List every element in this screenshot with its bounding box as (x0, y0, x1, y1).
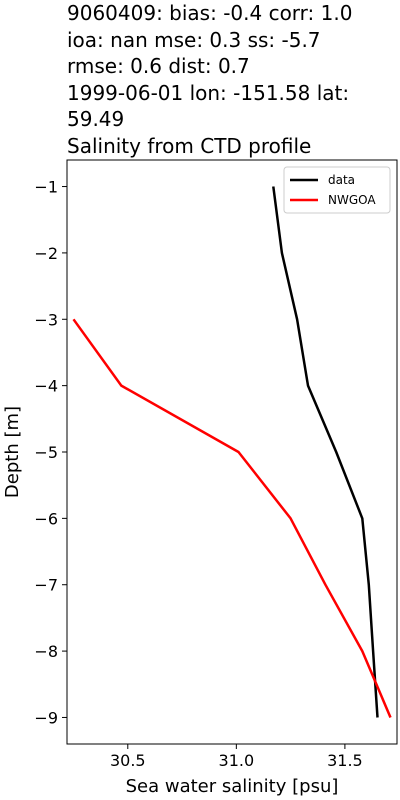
y-tick-label: −3 (34, 310, 58, 329)
title-line-6: Salinity from CTD profile (67, 133, 312, 158)
title-line-1: 9060409: bias: -0.4 corr: 1.0 (67, 1, 353, 25)
title-line-3: rmse: 0.6 dist: 0.7 (67, 54, 250, 78)
plot-layer (72, 186, 392, 718)
x-tick-label: 31.0 (219, 751, 255, 770)
series-line-data (272, 186, 379, 718)
y-axis-label: Depth [m] (2, 406, 23, 498)
title-line-4: 1999-06-01 lon: -151.58 lat: (67, 80, 350, 105)
y-tick-label: −6 (34, 509, 58, 528)
legend-label-data: data (328, 173, 355, 187)
legend-box (283, 166, 391, 214)
y-tick-label: −4 (34, 377, 58, 396)
legend: data NWGOA (283, 166, 391, 214)
y-axis-ticks: −1 −2 −3 −4 −5 −6 −7 −8 −9 (34, 178, 67, 727)
series-line-nwgoa (72, 318, 392, 718)
x-tick-label: 31.5 (327, 751, 363, 770)
y-tick-label: −1 (34, 178, 58, 197)
legend-label-nwgoa: NWGOA (328, 193, 376, 207)
y-tick-label: −9 (34, 708, 58, 727)
y-tick-label: −7 (34, 576, 58, 595)
y-tick-label: −5 (34, 443, 58, 462)
y-tick-label: −8 (34, 642, 58, 661)
axes-frame (66, 159, 398, 745)
x-axis-ticks: 30.5 31.0 31.5 (110, 744, 363, 770)
x-axis-label: Sea water salinity [psu] (126, 776, 339, 797)
x-tick-label: 30.5 (110, 751, 146, 770)
y-tick-label: −2 (34, 244, 58, 263)
title-line-2: ioa: nan mse: 0.3 ss: -5.7 (67, 27, 321, 52)
title-line-5: 59.49 (67, 107, 125, 131)
chart-title: 9060409: bias: -0.4 corr: 1.0 ioa: nan m… (67, 0, 397, 159)
